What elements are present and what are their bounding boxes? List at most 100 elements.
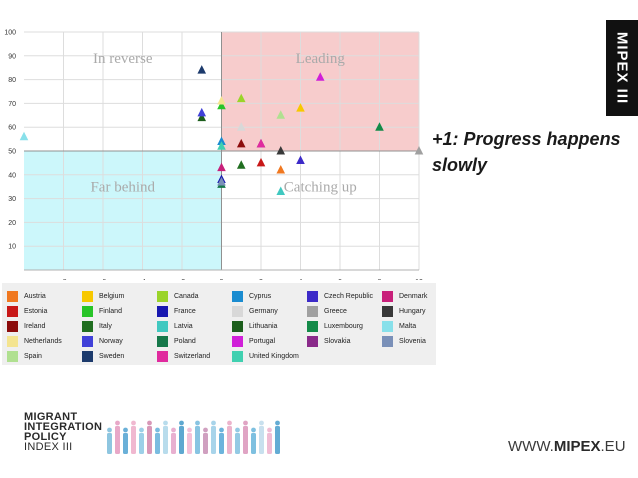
person-body <box>195 426 200 454</box>
legend-item: Estonia <box>7 304 47 318</box>
logo-line-1: MIGRANT <box>24 411 78 423</box>
legend-item: Czech Republic <box>307 289 373 303</box>
person-silhouette <box>219 427 224 454</box>
legend-swatch <box>382 320 393 332</box>
x-tick-label: 8 <box>378 279 382 280</box>
legend-item: Norway <box>82 334 123 348</box>
url-suffix: .EU <box>600 438 626 455</box>
chart-legend: Austria Belgium Canada Cyprus Czech Republic… <box>2 283 436 365</box>
url-prefix: WWW. <box>508 438 554 455</box>
legend-swatch <box>307 320 318 332</box>
quadrant-bottom-left <box>24 151 222 270</box>
data-point-canada <box>236 93 246 103</box>
legend-item: Greece <box>307 304 347 318</box>
person-silhouette <box>275 420 280 454</box>
legend-label: Poland <box>174 337 196 345</box>
legend-item: Spain <box>7 349 42 363</box>
legend-swatch <box>7 305 18 317</box>
legend-label: Finland <box>99 307 122 315</box>
legend-swatch <box>82 290 93 302</box>
data-point-denmark <box>217 162 226 172</box>
legend-swatch <box>7 350 18 362</box>
legend-item: France <box>157 304 196 318</box>
y-tick-label: 10 <box>8 244 16 251</box>
legend-swatch <box>157 305 168 317</box>
legend-label: Greece <box>324 307 347 315</box>
legend-label: Slovakia <box>324 337 351 345</box>
legend-label: Canada <box>174 292 199 300</box>
quadrant-bottom-right <box>221 151 419 270</box>
person-head <box>179 420 184 426</box>
tagline: +1: Progress happens slowly <box>432 129 621 175</box>
person-silhouette <box>243 420 248 454</box>
person-silhouette <box>155 427 160 454</box>
legend-swatch <box>232 305 243 317</box>
data-point-italy <box>236 160 246 169</box>
y-tick-label: 40 <box>8 172 16 179</box>
mipex-logo: MIGRANT INTEGRATION POLICY INDEX III <box>24 411 103 453</box>
quadrant-top-left <box>24 32 222 151</box>
mipex-badge: MIPEX III <box>606 20 638 116</box>
person-head <box>251 427 256 433</box>
person-silhouette <box>187 427 192 454</box>
scatter-chart: -8 -6 -4 -2 0 2 4 6 8 10 10 20 30 40 50 60 70 80 90 100 In r… <box>0 22 436 286</box>
legend-item: Lithuania <box>232 319 277 333</box>
legend-label: Lithuania <box>249 322 278 330</box>
y-tick-label: 60 <box>8 125 16 132</box>
data-point-ireland <box>236 138 246 148</box>
person-silhouette <box>259 420 264 454</box>
person-body <box>139 433 144 454</box>
data-point-germany <box>236 122 246 131</box>
person-head <box>267 427 272 433</box>
x-tick-label: -2 <box>179 279 185 280</box>
quadrant-label-catching-up: Catching up <box>284 179 357 195</box>
y-tick-label: 50 <box>8 149 16 156</box>
x-tick-label: 0 <box>220 279 224 280</box>
y-tick-label: 100 <box>4 30 16 37</box>
legend-swatch <box>307 290 318 302</box>
legend-item: Denmark <box>382 289 427 303</box>
legend-item: Slovakia <box>307 334 350 348</box>
person-head <box>235 427 240 433</box>
legend-label: Italy <box>99 322 112 330</box>
chart-svg: -8 -6 -4 -2 0 2 4 6 8 10 10 20 30 40 50 60 70 80 90 100 In r… <box>4 30 424 286</box>
logo-line-2: INTEGRATION <box>24 421 103 433</box>
person-silhouette <box>267 427 272 454</box>
legend-swatch <box>82 305 93 317</box>
legend-swatch <box>157 320 168 332</box>
person-silhouette <box>123 427 128 454</box>
legend-swatch <box>232 290 243 302</box>
legend-item: United Kingdom <box>232 349 299 363</box>
logo-line-4: INDEX III <box>24 441 73 453</box>
person-body <box>147 426 152 454</box>
y-tick-label: 80 <box>8 77 16 84</box>
person-silhouette <box>171 427 176 454</box>
data-point-finland <box>217 100 226 110</box>
person-body <box>171 433 176 454</box>
y-tick-label: 70 <box>8 101 16 108</box>
person-silhouette <box>235 427 240 454</box>
x-tick-label: 6 <box>338 279 342 280</box>
legend-swatch <box>232 350 243 362</box>
person-body <box>267 433 272 454</box>
person-body <box>259 426 264 454</box>
legend-label: Germany <box>249 307 278 315</box>
quadrant-label-leading: Leading <box>296 51 346 67</box>
data-point-latvia <box>276 186 286 195</box>
site-url[interactable]: WWW.MIPEX.EU <box>508 438 626 455</box>
legend-item: Netherlands <box>7 334 62 348</box>
legend-swatch <box>157 290 168 302</box>
data-point-czech-republic <box>296 155 305 165</box>
legend-item: Ireland <box>7 319 45 333</box>
person-body <box>203 433 208 454</box>
person-head <box>147 420 152 426</box>
data-point-belgium <box>296 103 305 112</box>
person-head <box>219 427 224 433</box>
legend-item: Switzerland <box>157 349 210 363</box>
legend-label: Belgium <box>99 292 125 300</box>
legend-swatch <box>382 335 393 347</box>
legend-label: United Kingdom <box>249 352 299 360</box>
person-head <box>123 427 128 433</box>
legend-label: Hungary <box>399 307 426 315</box>
legend-swatch <box>82 320 93 332</box>
